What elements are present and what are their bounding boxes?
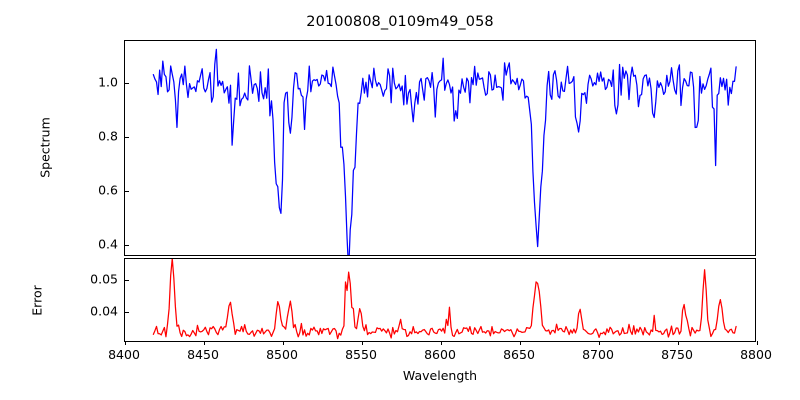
error-axes: [124, 258, 759, 345]
x-axis-tick-labels: 8400 8450 8500 8550 8600 8650 8700 8750 8800: [0, 347, 800, 365]
spectrum-ytick-mark: [125, 136, 129, 138]
xtick-label: 8500: [266, 347, 298, 362]
xtick-label: 8600: [424, 347, 456, 362]
error-line-series: [125, 259, 755, 341]
xtick-mark: [204, 341, 206, 345]
xtick-label: 8550: [345, 347, 377, 362]
spectrum-ytick-mark: [125, 190, 129, 192]
xtick-mark: [283, 341, 285, 345]
xtick-label: 8700: [582, 347, 614, 362]
error-ytick-labels: 0.04 0.05: [70, 258, 118, 342]
xtick-mark: [125, 341, 127, 345]
spectrum-ytick-mark: [125, 82, 129, 84]
xtick-mark: [757, 341, 759, 345]
xtick-label: 8400: [108, 347, 140, 362]
xtick-mark: [441, 341, 443, 345]
spectrum-axis-label: Spectrum: [37, 117, 53, 178]
error-ytick-mark: [125, 312, 129, 314]
error-ytick-label: 0.04: [90, 303, 118, 319]
x-axis-label: Wavelength: [402, 368, 478, 383]
spectrum-ytick-label: 0.4: [98, 236, 118, 252]
xtick-label: 8800: [740, 347, 772, 362]
error-ytick-label: 0.05: [90, 271, 118, 287]
spectrum-axes: [124, 40, 756, 256]
xtick-label: 8450: [187, 347, 219, 362]
spectrum-ytick-label: 1.0: [98, 74, 118, 90]
error-axis-label: Error: [29, 285, 45, 316]
spectrum-ytick-label: 0.6: [98, 182, 118, 198]
xtick-label: 8650: [503, 347, 535, 362]
xtick-mark: [678, 341, 680, 345]
xtick-mark: [362, 341, 364, 345]
spectrum-ytick-label: 0.8: [98, 128, 118, 144]
spectrum-line-series: [125, 41, 755, 255]
xtick-label: 8750: [661, 347, 693, 362]
xtick-mark: [520, 341, 522, 345]
spectrum-ytick-mark: [125, 244, 129, 246]
chart-title: 20100808_0109m49_058: [306, 14, 494, 30]
error-ytick-mark: [125, 280, 129, 282]
xtick-mark: [599, 341, 601, 345]
spectrum-ytick-labels: 0.4 0.6 0.8 1.0: [70, 40, 118, 256]
